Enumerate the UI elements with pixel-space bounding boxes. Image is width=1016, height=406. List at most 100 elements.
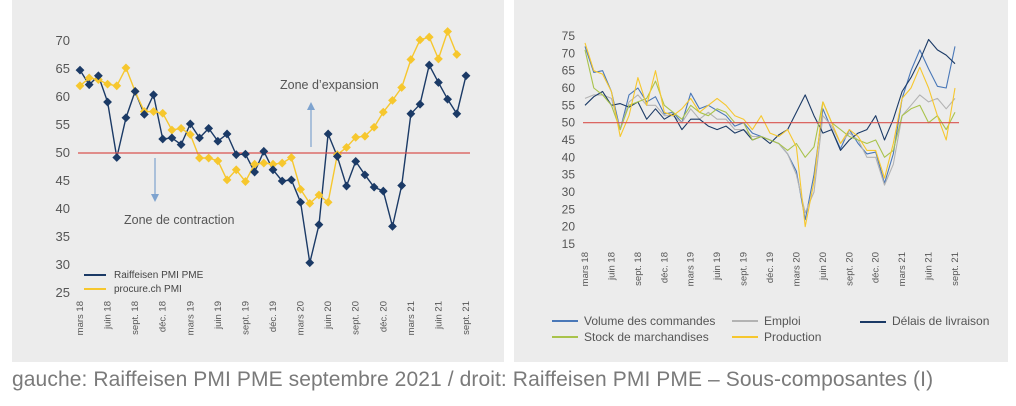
data-point: [305, 258, 315, 268]
data-point: [75, 81, 85, 91]
data-point: [296, 185, 305, 194]
data-point: [424, 32, 434, 42]
data-point: [323, 197, 333, 207]
data-point: [369, 122, 379, 132]
data-point: [314, 190, 324, 200]
data-point: [351, 132, 361, 142]
data-point: [204, 123, 214, 133]
data-point: [204, 153, 214, 163]
data-point: [286, 175, 296, 185]
data-point: [195, 153, 204, 163]
x-tick-label: juin 21: [924, 252, 935, 281]
data-point: [121, 113, 131, 123]
data-point: [277, 158, 287, 168]
data-point: [360, 170, 370, 180]
data-point: [424, 60, 434, 70]
data-point: [259, 158, 269, 168]
legend-label-procure: procure.ch PMI: [114, 283, 182, 295]
x-tick-label: mars 19: [185, 301, 196, 335]
data-point: [415, 99, 425, 109]
chart-panel-right: 15 20 25 30 35 40 45 50 55 60 65 70 75 mars 18 juin 18…: [514, 0, 1008, 362]
legend-label-commandes: Volume des commandes: [584, 314, 716, 328]
zone-expansion-label: Zone d’expansion: [280, 78, 379, 92]
y-tick-label: 30: [56, 257, 70, 272]
expansion-arrowhead: [307, 102, 315, 110]
legend-swatch-delais: [860, 321, 886, 323]
data-point: [93, 71, 103, 81]
contraction-arrowhead: [151, 194, 159, 202]
data-point: [231, 165, 241, 175]
data-point: [176, 123, 186, 133]
data-point: [415, 35, 425, 45]
legend-swatch-emploi: [732, 320, 758, 322]
data-point: [84, 73, 94, 83]
data-point: [388, 95, 397, 105]
data-point: [158, 134, 168, 144]
x-tick-label: sept. 19: [240, 301, 251, 335]
data-point: [139, 109, 149, 119]
data-point: [195, 133, 204, 143]
data-point: [443, 27, 453, 36]
y-tick-label: 25: [562, 202, 576, 216]
x-tick-label: mars 20: [791, 252, 802, 286]
series-line: [584, 38, 956, 151]
legend-item-stock: Stock de marchandises: [552, 330, 709, 344]
data-point: [443, 94, 453, 104]
legend-item-emploi: Emploi: [732, 314, 801, 328]
y-tick-label: 65: [562, 64, 576, 78]
legend-item-delais: Délais de livraison: [860, 314, 1002, 329]
data-point: [130, 87, 140, 96]
data-point: [406, 109, 416, 119]
x-tick-label: juin 19: [712, 252, 723, 281]
y-tick-label: 35: [562, 168, 576, 182]
x-tick-label: juin 20: [323, 301, 334, 330]
y-tick-label: 70: [562, 46, 576, 60]
data-point: [461, 71, 471, 81]
y-tick-label: 40: [562, 150, 576, 164]
data-point: [222, 175, 232, 185]
series-line: [584, 42, 956, 228]
y-tick-label: 55: [56, 117, 70, 132]
data-point: [231, 150, 241, 160]
data-point: [360, 131, 370, 141]
data-point: [250, 167, 260, 177]
figure-caption: gauche: Raiffeisen PMI PME septembre 202…: [12, 368, 934, 391]
legend-item-raiffeisen: Raiffeisen PMI PME: [84, 268, 203, 282]
y-tick-label: 45: [562, 133, 576, 147]
y-tick-label: 65: [56, 61, 70, 76]
data-point: [167, 125, 177, 135]
zone-contraction-label: Zone de contraction: [124, 213, 235, 227]
x-tick-label: sept. 21: [461, 301, 472, 335]
x-tick-label: mars 18: [75, 301, 86, 335]
legend-swatch-production: [732, 336, 758, 338]
data-point: [342, 181, 351, 191]
subcomponents-line-chart: 15 20 25 30 35 40 45 50 55 60 65 70 75 mars 18 juin 18…: [562, 29, 961, 286]
x-tick-label: juin 18: [606, 252, 617, 281]
data-point: [277, 176, 287, 186]
data-point: [167, 133, 177, 143]
x-tick-label: sept. 18: [633, 252, 644, 286]
y-tick-label: 25: [56, 285, 70, 300]
x-tick-label: juin 19: [213, 301, 224, 330]
data-point: [213, 136, 223, 146]
x-tick-label: déc. 19: [268, 301, 279, 332]
legend-swatch-stock: [552, 336, 578, 338]
data-point: [185, 130, 195, 139]
y-tick-label: 30: [562, 185, 576, 199]
y-tick-label: 40: [56, 201, 70, 216]
legend-label-delais: Délais de livraison: [892, 314, 990, 328]
data-point: [369, 182, 379, 192]
data-point: [286, 153, 296, 162]
x-tick-label: sept. 20: [844, 252, 855, 286]
x-tick-label: sept. 21: [950, 252, 961, 286]
legend-left: Raiffeisen PMI PME procure.ch PMI: [84, 268, 203, 296]
data-point: [259, 146, 269, 156]
data-point: [112, 153, 122, 162]
data-point: [378, 107, 388, 117]
y-tick-label: 45: [56, 173, 70, 188]
x-tick-label: déc. 19: [765, 252, 776, 283]
y-tick-label: 15: [562, 237, 576, 251]
data-point: [149, 90, 158, 100]
data-point: [323, 129, 333, 139]
legend-swatch-commandes: [552, 320, 578, 322]
